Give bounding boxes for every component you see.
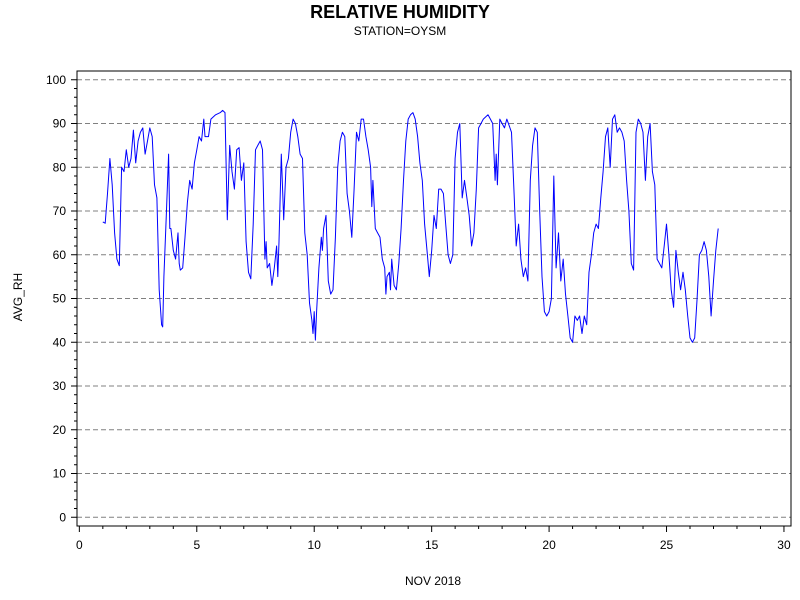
x-tick-label: 25 — [660, 538, 674, 552]
x-tick-label: 5 — [193, 538, 200, 552]
y-tick-label: 50 — [53, 292, 67, 306]
series-line-0 — [102, 109, 719, 343]
y-tick-label: 70 — [53, 204, 67, 218]
axis-ticks — [71, 79, 785, 532]
y-tick-label: 100 — [46, 73, 66, 87]
chart-title: RELATIVE HUMIDITY — [310, 2, 490, 22]
gridlines — [77, 79, 791, 518]
x-tick-label: 0 — [76, 538, 83, 552]
y-tick-label: 0 — [59, 510, 66, 524]
y-tick-label: 40 — [53, 335, 67, 349]
y-tick-label: 10 — [53, 467, 67, 481]
x-axis-label: NOV 2018 — [405, 574, 461, 588]
y-tick-label: 20 — [53, 423, 67, 437]
x-tick-label: 30 — [777, 538, 791, 552]
series-layer — [102, 109, 719, 343]
x-tick-labels: 0 5 10 15 20 25 30 — [76, 538, 791, 552]
x-tick-label: 10 — [308, 538, 322, 552]
y-tick-label: 60 — [53, 248, 67, 262]
chart-subtitle: STATION=OYSM — [354, 24, 447, 38]
y-tick-label: 90 — [53, 117, 67, 131]
x-tick-label: 15 — [425, 538, 439, 552]
y-tick-label: 80 — [53, 160, 67, 174]
x-tick-label: 20 — [542, 538, 556, 552]
y-tick-labels: 0 10 20 30 40 50 60 70 80 90 100 — [46, 73, 66, 525]
y-tick-label: 30 — [53, 379, 67, 393]
y-axis-label: AVG_RH — [11, 273, 25, 321]
